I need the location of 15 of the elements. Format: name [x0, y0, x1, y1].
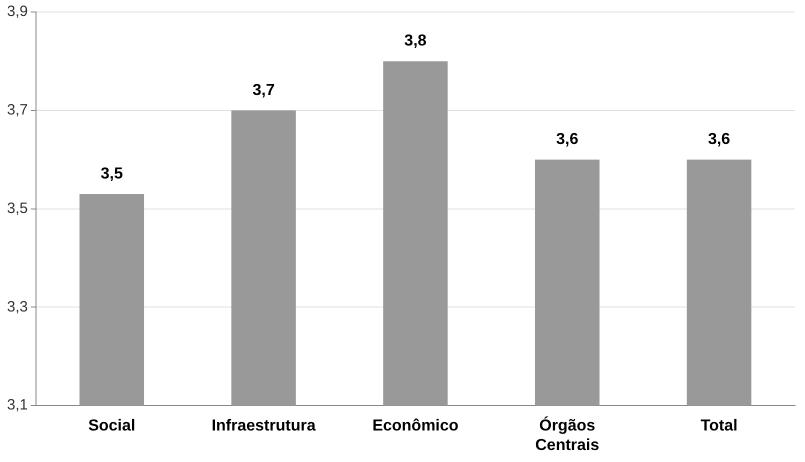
x-tick-label: Total — [700, 418, 738, 435]
y-tick-label: 3,1 — [6, 396, 28, 414]
x-tick-label: Órgãos Centrais — [535, 416, 600, 454]
data-label: 3,6 — [708, 131, 730, 148]
x-tick-label: Infraestrutura — [212, 418, 316, 435]
y-tick-label: 3,5 — [6, 200, 28, 217]
data-label: 3,5 — [100, 165, 123, 182]
y-tick-label: 3,3 — [6, 298, 28, 316]
data-label: 3,7 — [252, 82, 275, 99]
x-tick-label: Social — [88, 418, 136, 435]
data-label: 3,8 — [404, 32, 427, 50]
x-tick-label: Econômico — [372, 418, 459, 435]
data-label: 3,6 — [556, 131, 578, 148]
y-tick-label: 3,9 — [6, 3, 28, 20]
y-tick-label: 3,7 — [6, 102, 28, 119]
